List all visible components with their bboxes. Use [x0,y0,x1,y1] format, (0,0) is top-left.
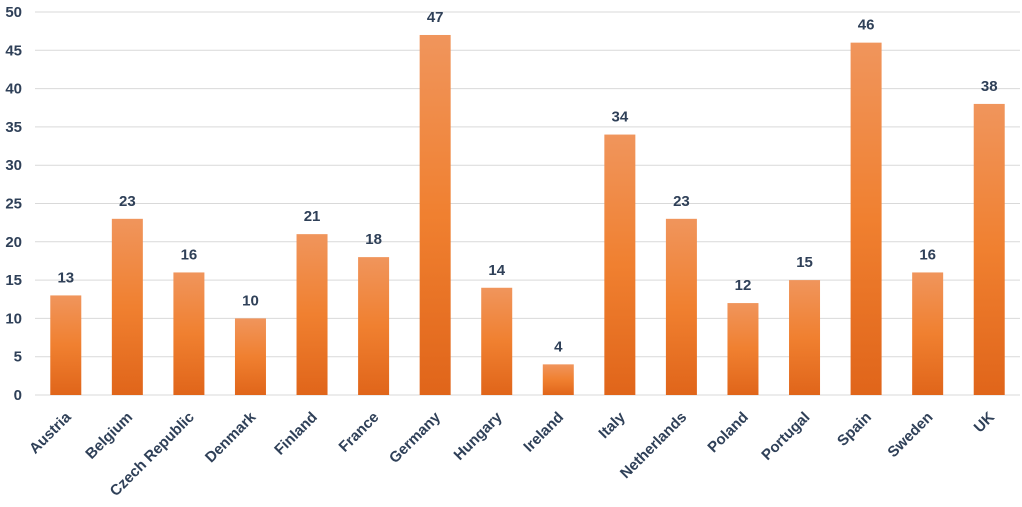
x-tick-label: Spain [834,409,875,450]
bar-ireland [542,364,574,395]
x-tick-label: Ireland [520,409,567,456]
data-label: 47 [427,9,444,26]
x-tick-label: Poland [704,409,751,456]
data-label: 16 [919,246,936,263]
data-label: 23 [119,193,136,210]
data-label: 13 [57,269,74,286]
bar-finland [296,234,328,395]
data-label: 15 [796,254,813,271]
bar-uk [973,103,1005,396]
y-tick-label: 0 [14,387,22,404]
x-tick-label: Germany [386,408,444,466]
data-label: 10 [242,292,259,309]
data-label: 23 [673,193,690,210]
x-tick-label: Denmark [202,408,260,466]
bar-germany [419,34,451,395]
y-tick-label: 50 [5,4,22,21]
y-tick-label: 40 [5,81,22,98]
bar-italy [604,134,636,395]
bar-czech-republic [173,272,205,395]
bar-sweden [912,272,944,395]
data-label: 46 [858,17,875,34]
x-tick-label: France [336,409,383,456]
data-label: 4 [554,338,563,355]
x-tick-label: Austria [26,408,75,457]
x-tick-label: Portugal [758,409,813,464]
bars [50,34,1005,396]
data-label: 12 [735,277,752,294]
bar-austria [50,295,82,395]
y-tick-label: 5 [14,349,22,366]
y-axis-ticks: 0 5 10 15 20 25 30 35 40 45 50 [5,4,22,404]
data-label: 14 [488,262,505,279]
x-tick-label: Italy [595,408,629,442]
x-tick-label: Sweden [884,409,936,461]
y-tick-label: 30 [5,157,22,174]
x-tick-label: Netherlands [617,409,690,482]
bar-hungary [481,287,513,395]
bar-spain [850,42,882,395]
data-label: 16 [181,246,198,263]
y-tick-label: 25 [5,196,22,213]
bar-poland [727,303,759,395]
data-label: 21 [304,208,321,225]
x-tick-label: Finland [271,409,321,459]
y-tick-label: 20 [5,234,22,251]
y-tick-label: 10 [5,310,22,327]
x-tick-label: Hungary [451,408,507,464]
y-tick-label: 35 [5,119,22,136]
y-tick-label: 45 [5,42,22,59]
bar-netherlands [665,218,697,395]
bar-portugal [789,280,821,395]
y-tick-label: 15 [5,272,22,289]
x-tick-label: UK [971,409,998,436]
data-label: 38 [981,78,998,95]
data-label: 18 [365,231,382,248]
data-labels: 13 23 16 10 21 18 47 14 4 34 23 12 15 46 16 38 [57,9,997,355]
bar-france [358,257,390,395]
x-tick-label: Belgium [82,409,136,463]
data-label: 34 [612,109,629,126]
bar-denmark [234,318,266,395]
bar-belgium [111,218,143,395]
